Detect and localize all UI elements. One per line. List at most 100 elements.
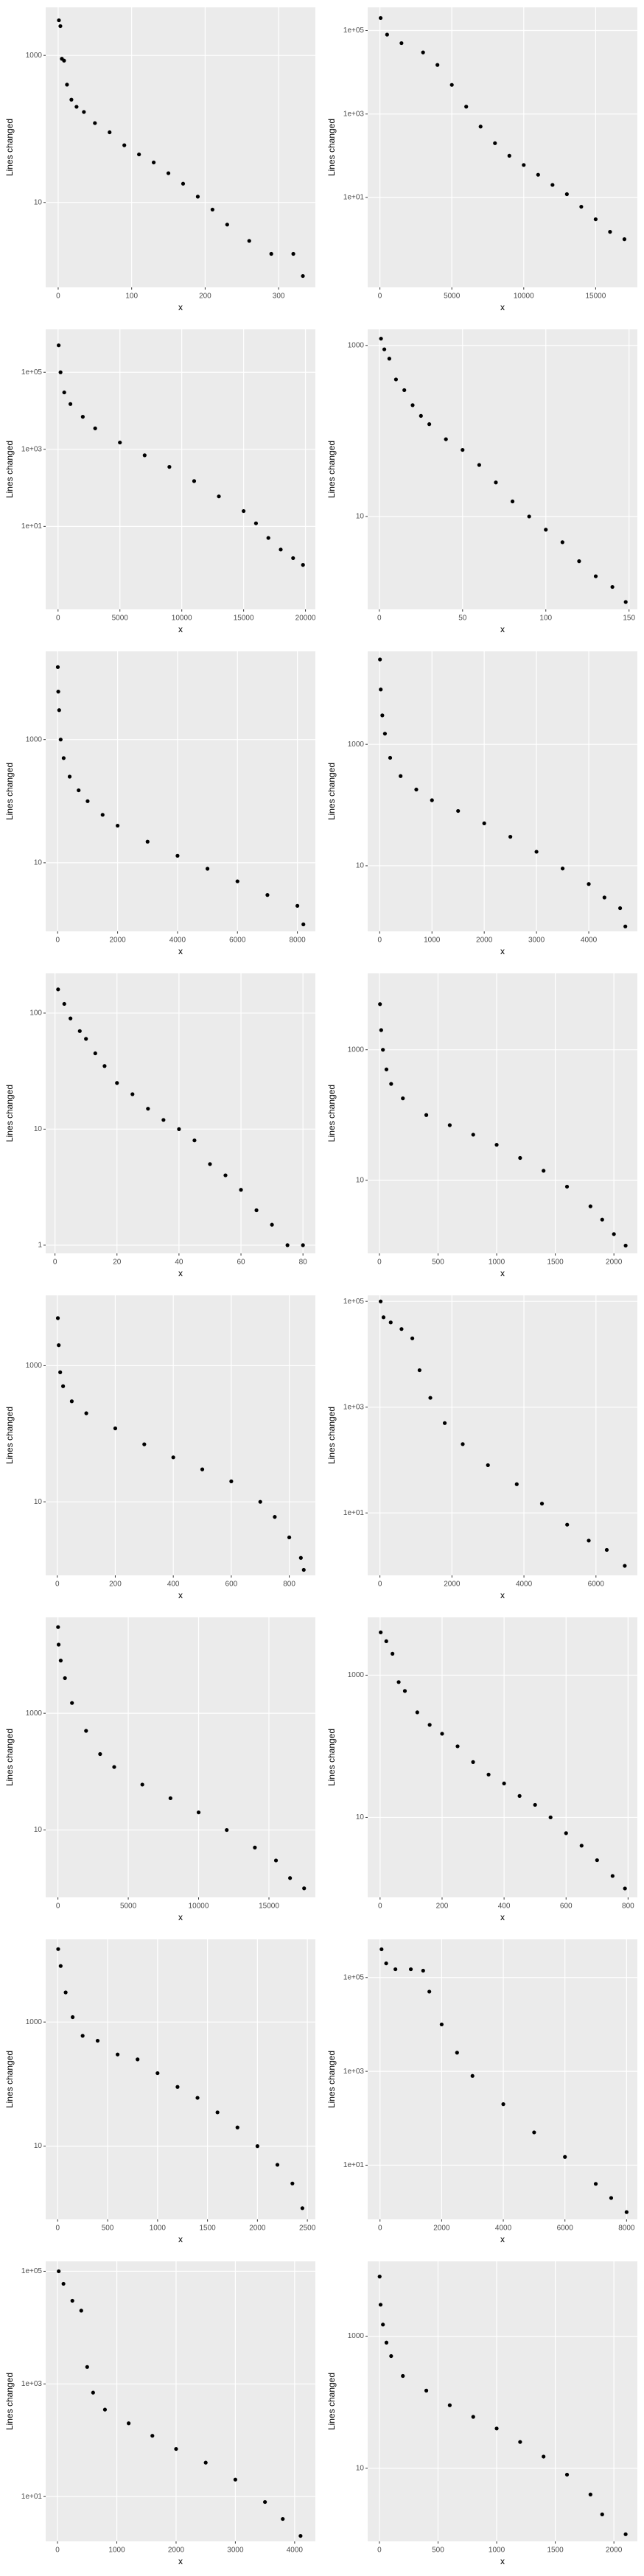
point — [253, 1845, 257, 1849]
point — [68, 402, 73, 406]
point — [494, 480, 498, 485]
point — [415, 1710, 419, 1715]
x-tick-label: 10000 — [514, 293, 534, 301]
point — [424, 1113, 429, 1117]
x-tick-label: 0 — [378, 937, 382, 945]
point — [84, 1411, 88, 1415]
point — [494, 1143, 499, 1147]
plot-panel — [46, 7, 315, 287]
y-tick-label: 1000 — [26, 2018, 43, 2026]
point — [291, 251, 295, 256]
x-tick-label: 100 — [125, 293, 138, 301]
plot-panel — [46, 651, 315, 931]
point — [564, 2472, 570, 2477]
point — [255, 2144, 259, 2149]
point — [150, 2434, 155, 2438]
y-axis-title: Lines changed — [326, 2051, 337, 2108]
point — [564, 1184, 570, 1189]
x-tick-label: 500 — [102, 2225, 114, 2233]
point — [225, 1827, 229, 1833]
x-tick-label: 200 — [436, 1903, 449, 1911]
point — [95, 2038, 100, 2043]
y-tick-label: 1e+01 — [21, 2493, 43, 2501]
x-tick-label: 0 — [377, 1259, 382, 1267]
point — [421, 50, 425, 55]
point — [421, 1968, 425, 1973]
point — [85, 2365, 89, 2369]
point — [269, 251, 273, 256]
x-tick-label: 400 — [498, 1903, 511, 1911]
point — [151, 160, 156, 165]
point — [279, 547, 283, 552]
point — [565, 1522, 570, 1527]
point — [612, 1232, 616, 1236]
y-axis-title: Lines changed — [326, 1407, 337, 1464]
point — [80, 2034, 85, 2038]
point — [381, 1048, 385, 1052]
x-axis-title: x — [178, 946, 183, 956]
point — [623, 1886, 627, 1891]
point — [377, 2275, 382, 2279]
plot-panel — [46, 973, 315, 1253]
point — [65, 83, 69, 87]
x-axis-title: x — [500, 1268, 505, 1278]
point — [579, 1844, 584, 1848]
point — [235, 879, 239, 883]
x-tick-label: 1000 — [150, 2225, 167, 2233]
x-tick-label: 2000 — [168, 2547, 185, 2555]
y-tick-label: 10 — [356, 513, 365, 521]
point — [378, 15, 383, 21]
point — [254, 1208, 259, 1213]
x-tick-label: 600 — [225, 1581, 238, 1589]
point — [258, 1499, 262, 1504]
y-tick-label: 1e+01 — [343, 194, 365, 202]
x-tick-label: 0 — [55, 2225, 60, 2233]
y-tick-label: 1e+03 — [21, 2380, 43, 2388]
x-tick-label: 5000 — [112, 615, 129, 623]
point — [61, 1384, 66, 1388]
point — [623, 1243, 628, 1248]
y-axis-title: Lines changed — [4, 1407, 15, 1464]
y-tick-label: 10 — [356, 862, 365, 870]
point — [200, 1467, 205, 1471]
x-tick-label: 1500 — [547, 1259, 564, 1267]
point — [58, 24, 63, 29]
y-tick-label: 10 — [34, 2142, 43, 2150]
point — [623, 600, 628, 604]
point — [560, 867, 565, 871]
point — [85, 799, 90, 803]
point — [595, 1858, 599, 1863]
y-tick-label: 1e+03 — [21, 445, 43, 453]
point — [428, 1396, 433, 1400]
point — [378, 1299, 383, 1303]
point — [203, 2460, 208, 2465]
x-tick-label: 0 — [55, 937, 60, 945]
point — [379, 1630, 383, 1634]
point — [396, 1680, 401, 1684]
point — [210, 207, 214, 212]
point — [275, 2163, 280, 2167]
point — [112, 1765, 116, 1769]
point — [295, 903, 300, 908]
point — [55, 1316, 60, 1320]
point — [600, 1217, 604, 1222]
point — [522, 163, 526, 167]
point — [102, 1064, 107, 1068]
point — [419, 413, 423, 419]
point — [56, 1625, 60, 1629]
point — [379, 1028, 383, 1032]
x-axis-title: x — [178, 624, 183, 634]
point — [493, 141, 497, 145]
plot-panel — [46, 1295, 315, 1575]
point — [435, 63, 440, 67]
point — [518, 1155, 522, 1161]
x-tick-label: 2500 — [299, 2225, 316, 2233]
point — [508, 835, 513, 839]
point — [171, 1455, 175, 1460]
x-tick-label: 800 — [283, 1581, 295, 1589]
point — [408, 1967, 413, 1972]
point — [379, 1947, 384, 1952]
point — [195, 2096, 200, 2100]
point — [514, 1482, 519, 1486]
point — [379, 336, 383, 341]
